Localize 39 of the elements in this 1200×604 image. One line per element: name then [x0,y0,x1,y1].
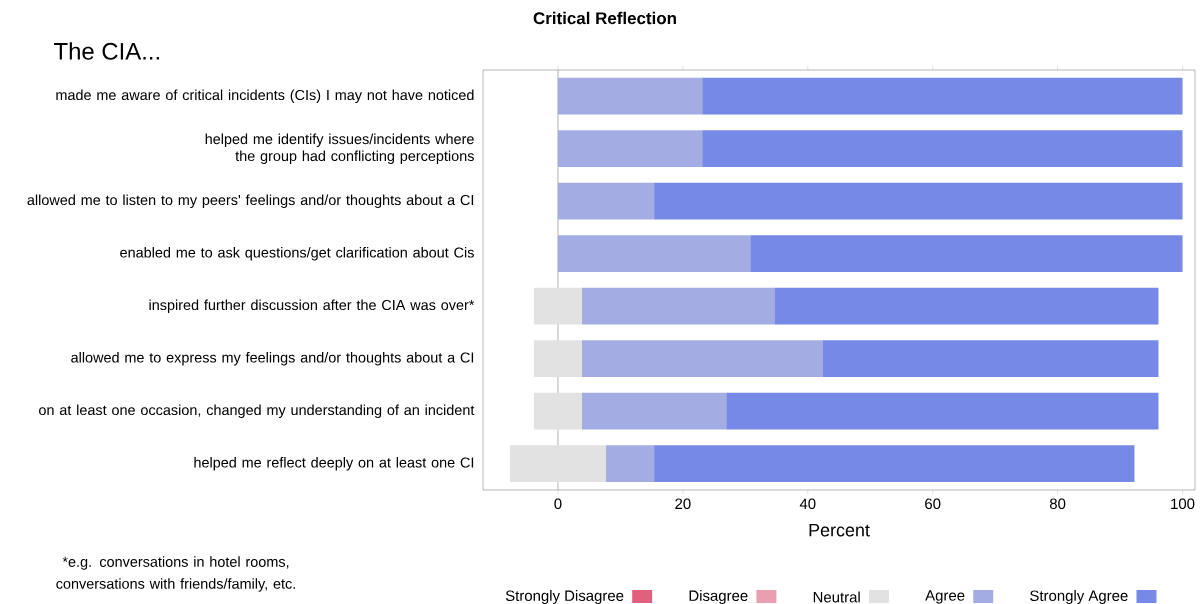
x-tick-label: 40 [799,498,816,510]
bar [654,182,1183,220]
bar [582,340,823,378]
y-tick-label: enabled me to ask questions/get clarification about Cis [120,247,474,261]
bar [822,340,1159,378]
bar [702,130,1183,168]
bar [582,287,775,325]
bar [702,77,1183,115]
legend-label: Disagree [689,590,748,604]
y-tick-label: on at least one occasion, changed my understanding of an incident [39,404,475,418]
bar [557,130,703,168]
legend-label: Neutral [813,591,860,603]
legend-label: Agree [925,590,965,604]
bar [557,77,703,115]
bar [557,235,751,273]
x-tick-label: 0 [554,498,562,510]
y-tick-label: inspired further discussion after the CIA was over* [149,299,475,313]
bar [774,287,1159,325]
bar [750,235,1183,273]
x-tick-label: 80 [1049,498,1066,510]
x-tick-label: 60 [925,498,941,510]
text: The CIA... [54,42,159,60]
bar [606,445,655,483]
x-tick-label: 20 [675,498,691,510]
legend-label: Strongly Disagree [505,590,624,604]
x-tick-label: 100 [1171,498,1195,510]
bar [726,392,1159,430]
y-tick-label: allowed me to listen to my peers' feelings and/or thoughts about a CI [27,194,474,208]
bar [582,392,727,430]
bar [557,182,655,220]
y-tick-label: helped me identify issues/incidents where the group had conflicting perceptions [205,133,474,164]
legend-label: Strongly Agree [1030,590,1128,604]
text: *e.g. conversations in hotel rooms, conversations with friends/family, etc. [56,556,295,592]
x-axis-title: Percent [809,523,870,537]
chart-title: Critical Reflection [533,11,676,25]
y-tick-label: allowed me to express my feelings and/or thoughts about a CI [71,352,474,366]
y-tick-label: helped me reflect deeply on at least one CI [194,457,474,471]
bar [654,445,1135,483]
y-tick-label: made me aware of critical incidents (CIs) I may not have noticed [56,89,474,103]
